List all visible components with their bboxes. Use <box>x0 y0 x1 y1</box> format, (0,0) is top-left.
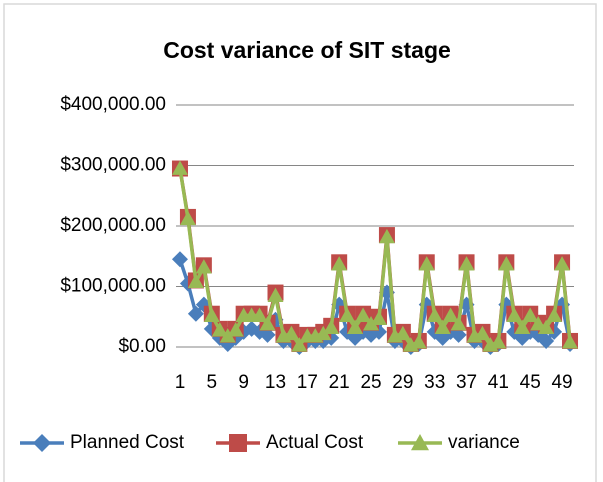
marker <box>187 305 204 322</box>
marker <box>554 256 571 271</box>
marker <box>506 307 523 322</box>
y-tick-label: $100,000.00 <box>60 276 166 297</box>
marker <box>434 319 451 335</box>
marker <box>546 307 563 322</box>
marker <box>211 322 228 337</box>
x-tick-label: 9 <box>238 372 249 393</box>
marker <box>490 334 507 349</box>
chart-frame <box>3 3 597 482</box>
marker <box>251 307 268 322</box>
marker <box>538 332 555 349</box>
marker <box>562 334 579 349</box>
y-tick-label: $200,000.00 <box>60 215 166 236</box>
marker <box>323 319 340 335</box>
marker <box>229 434 247 452</box>
x-tick-label: 37 <box>456 372 477 393</box>
marker <box>347 319 364 335</box>
x-tick-label: 21 <box>329 372 350 393</box>
marker <box>291 337 308 352</box>
marker <box>458 256 475 271</box>
legend-label: variance <box>448 432 520 453</box>
marker <box>331 256 348 271</box>
x-tick-label: 5 <box>207 372 218 393</box>
marker <box>514 319 531 335</box>
marker <box>370 310 387 325</box>
marker <box>259 326 276 343</box>
marker <box>203 307 220 322</box>
legend-label: Actual Cost <box>266 432 364 453</box>
legend-label: Planned Cost <box>70 432 185 453</box>
x-tick-label: 45 <box>520 372 541 393</box>
marker <box>394 325 411 341</box>
marker <box>426 307 443 322</box>
marker <box>363 316 380 331</box>
x-tick-label: 41 <box>488 372 509 393</box>
marker <box>171 251 188 268</box>
marker <box>355 307 372 322</box>
marker <box>450 326 467 343</box>
marker <box>498 256 515 271</box>
marker <box>187 273 204 289</box>
marker <box>339 307 356 322</box>
marker <box>283 325 300 341</box>
marker <box>195 259 212 274</box>
marker <box>219 328 236 343</box>
marker <box>522 307 539 322</box>
x-tick-label: 25 <box>360 372 381 393</box>
y-tick-label: $300,000.00 <box>60 155 166 176</box>
marker <box>410 334 427 349</box>
marker <box>538 319 555 335</box>
x-tick-label: 13 <box>265 372 286 393</box>
marker <box>450 316 467 331</box>
y-tick-label: $400,000.00 <box>60 94 166 115</box>
marker <box>227 322 244 337</box>
marker <box>259 316 276 331</box>
chart-title: Cost variance of SIT stage <box>163 37 451 63</box>
marker <box>474 325 491 341</box>
x-tick-label: 1 <box>175 372 186 393</box>
marker <box>33 434 51 452</box>
marker <box>378 228 395 244</box>
x-tick-label: 17 <box>297 372 318 393</box>
marker <box>442 307 459 322</box>
x-tick-label: 29 <box>392 372 413 393</box>
x-tick-label: 49 <box>551 372 572 393</box>
marker <box>179 210 196 226</box>
x-tick-label: 33 <box>424 372 445 393</box>
y-tick-label: $0.00 <box>118 336 166 357</box>
marker <box>411 434 429 451</box>
marker <box>267 287 284 302</box>
marker <box>171 160 188 175</box>
marker <box>418 256 435 271</box>
marker <box>315 325 332 341</box>
